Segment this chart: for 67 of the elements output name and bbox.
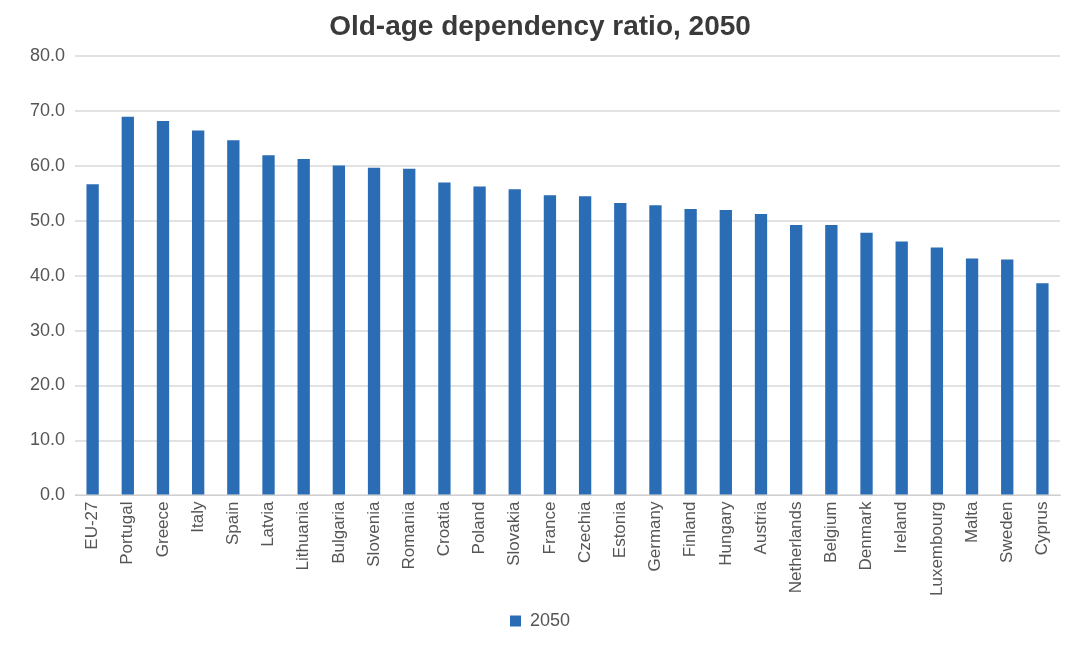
bar <box>332 165 346 495</box>
x-tick-label: Sweden <box>996 501 1016 563</box>
x-tick-label: Italy <box>187 501 207 533</box>
x-tick-label: Portugal <box>117 501 137 565</box>
bar <box>614 202 627 495</box>
bar <box>192 130 205 495</box>
bar <box>965 258 979 495</box>
bar <box>473 186 486 495</box>
x-tick-label: Romania <box>398 500 418 570</box>
y-tick-label: 10.0 <box>29 429 66 450</box>
bar <box>121 116 134 495</box>
chart-title: Old-age dependency ratio, 2050 <box>329 9 751 41</box>
x-tick-label: Latvia <box>258 500 278 547</box>
x-tick-label: Slovenia <box>363 500 383 567</box>
x-tick-label: Greece <box>152 501 172 558</box>
bar <box>438 182 451 495</box>
x-tick-label: Poland <box>469 501 489 555</box>
y-tick-label: 0.0 <box>40 484 66 505</box>
bar <box>227 140 240 495</box>
y-tick-label: 60.0 <box>29 154 66 175</box>
x-tick-label: EU-27 <box>82 501 102 550</box>
bar <box>403 168 416 495</box>
bar <box>1001 259 1014 495</box>
bar <box>1036 283 1049 495</box>
bar <box>825 224 838 495</box>
bar <box>860 232 873 495</box>
x-tick-label: Austria <box>750 500 770 555</box>
y-tick-label: 20.0 <box>29 374 66 395</box>
bar <box>895 241 908 495</box>
bar <box>790 224 803 495</box>
x-tick-label: Denmark <box>856 501 876 571</box>
x-tick-label: Malta <box>961 500 981 544</box>
x-tick-label: Ireland <box>891 501 911 554</box>
x-tick-label: Cyprus <box>1032 501 1052 556</box>
bar <box>719 210 732 495</box>
y-tick-label: 30.0 <box>29 319 66 340</box>
bar <box>86 184 99 495</box>
bar <box>578 196 592 495</box>
x-tick-label: Finland <box>680 501 700 558</box>
x-tick-label: Lithuania <box>293 500 313 571</box>
x-tick-label: Slovakia <box>504 500 524 566</box>
x-tick-label: Croatia <box>434 500 454 557</box>
x-tick-label: Spain <box>223 501 243 545</box>
x-tick-label: Hungary <box>715 501 735 566</box>
bar <box>684 209 697 495</box>
x-tick-label: Luxembourg <box>926 501 946 597</box>
x-tick-label: Netherlands <box>785 501 805 594</box>
x-tick-label: France <box>539 501 559 555</box>
y-tick-label: 70.0 <box>29 99 66 120</box>
x-tick-label: Germany <box>645 501 665 572</box>
bar <box>367 167 381 495</box>
x-tick-label: Estonia <box>609 500 629 559</box>
bar <box>508 189 521 495</box>
bar <box>262 155 275 495</box>
bar <box>156 121 170 495</box>
bar <box>649 205 662 495</box>
bar <box>754 213 768 495</box>
y-tick-label: 50.0 <box>29 209 66 230</box>
bar <box>930 247 944 495</box>
bar <box>543 195 557 495</box>
bar <box>297 158 310 495</box>
y-tick-label: 40.0 <box>29 264 66 285</box>
legend-label: 2050 <box>529 609 571 630</box>
x-tick-label: Czechia <box>574 500 594 563</box>
x-tick-label: Bulgaria <box>328 500 348 564</box>
x-tick-label: Belgium <box>821 501 841 563</box>
y-tick-label: 80.0 <box>29 44 66 65</box>
